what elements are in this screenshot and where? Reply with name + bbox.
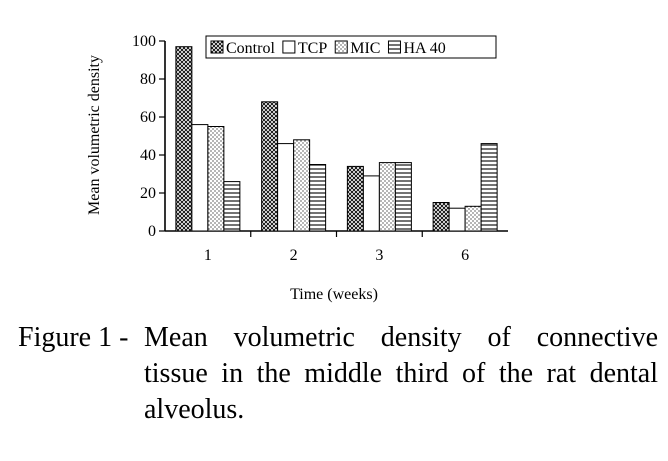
bar-ha-40	[394, 162, 412, 232]
bar-mic	[464, 205, 482, 232]
bar-ha-40	[223, 181, 241, 232]
bars	[175, 46, 498, 232]
x-tick-label: 3	[375, 247, 383, 264]
bar-control	[175, 46, 193, 232]
bar-tcp	[362, 175, 380, 232]
bar-mic	[207, 126, 225, 232]
caption-line-3: alveolus.	[144, 394, 245, 425]
x-axis-label: Time (weeks)	[290, 286, 378, 303]
x-tick-label: 6	[461, 247, 469, 264]
y-tick-label: 80	[140, 71, 156, 88]
legend-entry: MIC	[350, 40, 380, 57]
legend-swatch	[210, 40, 224, 54]
legend: Control TCP MIC HA 40	[205, 35, 497, 59]
x-tick-label: 1	[204, 247, 212, 264]
legend-box	[205, 35, 497, 59]
y-tick-label: 40	[140, 147, 156, 164]
figure-caption: Figure 1 - Mean volumetric density of co…	[18, 320, 658, 428]
y-tick-label: 0	[148, 223, 156, 240]
bar-mic	[293, 139, 311, 232]
bar-tcp	[277, 143, 295, 232]
bar-control	[261, 101, 279, 232]
bar-control	[346, 165, 364, 232]
legend-entry: HA 40	[403, 40, 445, 57]
bar-tcp	[191, 124, 209, 232]
x-tick-label: 2	[290, 247, 298, 264]
legend-swatch	[282, 40, 296, 54]
legend-entry: Control	[226, 40, 275, 57]
bar-mic	[378, 162, 396, 232]
legend-swatch	[334, 40, 348, 54]
caption-line-2: tissue in the middle third of the rat de…	[144, 358, 658, 389]
y-tick-label: 20	[140, 185, 156, 202]
bar-ha-40	[480, 143, 498, 232]
bar-control	[432, 202, 450, 232]
bar-ha-40	[309, 164, 327, 232]
caption-line-1: Mean volumetric density of connective	[144, 322, 658, 353]
legend-swatch	[387, 40, 401, 54]
legend-entry: TCP	[298, 40, 327, 57]
y-axis-label: Mean volumetric density	[86, 55, 103, 215]
caption-label: Figure 1 -	[18, 322, 129, 353]
y-tick-label: 100	[132, 33, 156, 50]
bar-tcp	[448, 207, 466, 232]
y-tick-label: 60	[140, 109, 156, 126]
bar-chart: 0 20 40 60 80 100 1 2 3 6 Control TCP MIC HA 40 Mean…	[86, 33, 508, 303]
